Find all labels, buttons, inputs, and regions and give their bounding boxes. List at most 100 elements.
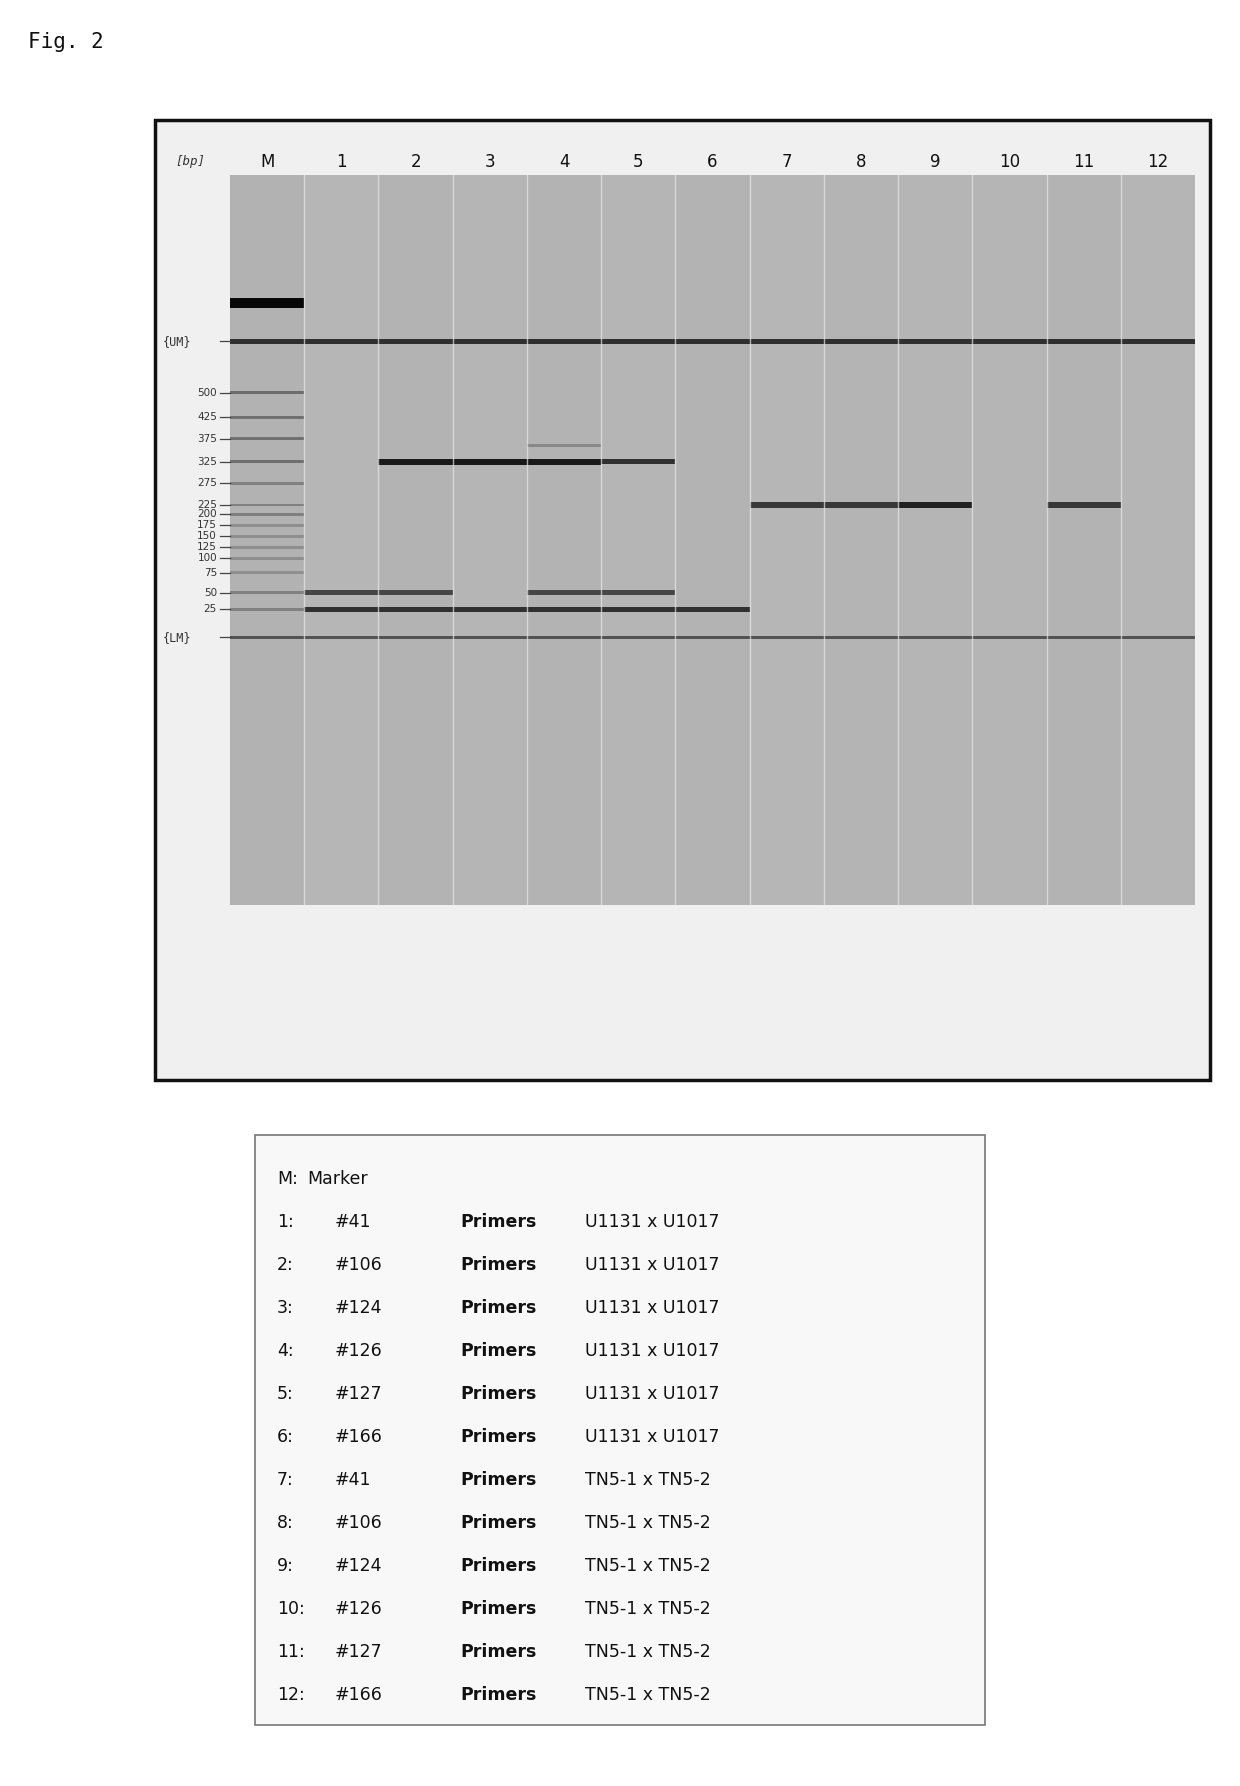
Text: 11: 11 [1073,154,1094,171]
Bar [453,607,527,613]
Text: U1131 x U1017: U1131 x U1017 [585,1384,719,1404]
Text: U1131 x U1017: U1131 x U1017 [585,1341,719,1359]
Text: 375: 375 [197,434,217,443]
Text: Primers: Primers [460,1384,537,1404]
Bar [304,589,378,595]
Text: 500: 500 [197,388,217,398]
Bar [229,391,304,395]
Bar [229,572,304,575]
Text: 1: 1 [336,154,347,171]
Text: #124: #124 [335,1298,382,1316]
Bar [453,175,527,906]
Bar [229,438,304,439]
Text: 150: 150 [197,532,217,541]
Text: Primers: Primers [460,1472,537,1490]
Bar [453,459,527,464]
Bar [378,175,453,906]
Bar [255,1134,985,1725]
Bar [676,175,750,906]
Text: 2: 2 [410,154,420,171]
Text: 50: 50 [203,588,217,598]
Text: 9: 9 [930,154,940,171]
Text: 3:: 3: [277,1298,294,1316]
Text: 6:: 6: [277,1429,294,1447]
Text: #106: #106 [335,1515,383,1532]
Bar [229,607,304,611]
Text: Marker: Marker [308,1170,367,1188]
Bar [601,607,676,613]
Text: 200: 200 [197,509,217,520]
Bar [527,607,601,613]
Bar [229,547,304,548]
Text: U1131 x U1017: U1131 x U1017 [585,1256,719,1273]
Bar [750,502,823,507]
Text: Primers: Primers [460,1686,537,1704]
Bar [304,607,378,613]
Text: 175: 175 [197,520,217,530]
Text: 25: 25 [203,604,217,614]
Bar [229,482,304,484]
Text: Primers: Primers [460,1600,537,1618]
Bar [229,339,1195,343]
Text: TN5-1 x TN5-2: TN5-1 x TN5-2 [585,1515,711,1532]
Text: 5: 5 [632,154,644,171]
Bar [229,591,304,595]
Text: 1:: 1: [277,1213,294,1231]
Text: #106: #106 [335,1256,383,1273]
Text: 8: 8 [856,154,867,171]
Text: 3: 3 [485,154,495,171]
Text: #124: #124 [335,1557,382,1575]
Text: 8:: 8: [277,1515,294,1532]
Text: 5:: 5: [277,1384,294,1404]
Text: TN5-1 x TN5-2: TN5-1 x TN5-2 [585,1557,711,1575]
Text: 10:: 10: [277,1600,305,1618]
Bar [601,459,676,464]
Text: Fig. 2: Fig. 2 [29,32,104,52]
Bar [304,175,378,906]
Bar [601,175,676,906]
Bar [229,504,304,507]
Text: U1131 x U1017: U1131 x U1017 [585,1429,719,1447]
Text: TN5-1 x TN5-2: TN5-1 x TN5-2 [585,1600,711,1618]
Bar [823,175,898,906]
Text: TN5-1 x TN5-2: TN5-1 x TN5-2 [585,1686,711,1704]
Text: 425: 425 [197,413,217,421]
Bar [527,443,601,446]
Text: Primers: Primers [460,1429,537,1447]
Bar [823,502,898,507]
Text: Primers: Primers [460,1643,537,1661]
Bar [229,416,304,420]
Text: 75: 75 [203,568,217,579]
Text: 125: 125 [197,543,217,552]
Bar [378,459,453,464]
Text: [bp]: [bp] [175,155,205,168]
Bar [898,502,972,507]
Bar [527,175,601,906]
Text: 12: 12 [1147,154,1168,171]
Text: #127: #127 [335,1384,383,1404]
Bar [898,175,972,906]
Bar [229,513,304,516]
Text: TN5-1 x TN5-2: TN5-1 x TN5-2 [585,1472,711,1490]
Text: {UM}: {UM} [162,336,191,348]
Text: 7: 7 [781,154,792,171]
Text: M:: M: [277,1170,298,1188]
Bar [527,589,601,595]
Text: 100: 100 [197,554,217,563]
Text: 4: 4 [559,154,569,171]
Bar [750,175,823,906]
Text: #126: #126 [335,1600,383,1618]
Text: Primers: Primers [460,1256,537,1273]
Bar [229,523,304,527]
Text: Primers: Primers [460,1298,537,1316]
Text: U1131 x U1017: U1131 x U1017 [585,1213,719,1231]
Text: #127: #127 [335,1643,383,1661]
Text: #166: #166 [335,1686,383,1704]
Text: TN5-1 x TN5-2: TN5-1 x TN5-2 [585,1643,711,1661]
Text: M: M [260,154,274,171]
Bar [155,120,1210,1081]
Text: #41: #41 [335,1213,372,1231]
Bar [229,175,304,906]
Text: #41: #41 [335,1472,372,1490]
Text: 10: 10 [999,154,1021,171]
